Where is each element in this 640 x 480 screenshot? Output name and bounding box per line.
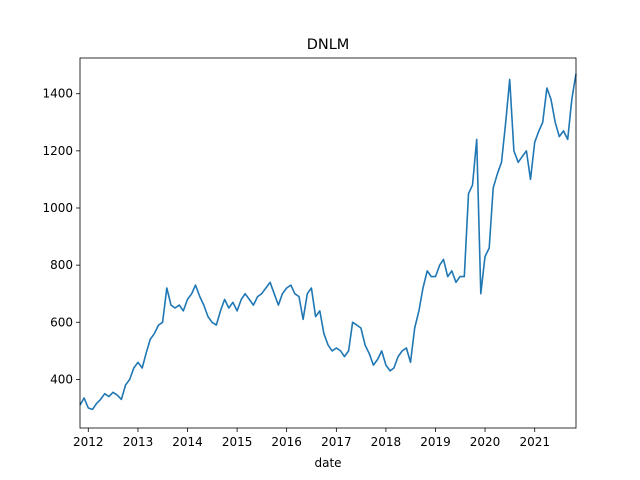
- y-tick-label: 400: [50, 372, 73, 386]
- x-tick-label: 2013: [123, 435, 154, 449]
- y-tick-label: 1000: [42, 201, 73, 215]
- y-tick-label: 1400: [42, 87, 73, 101]
- plot-frame: [79, 57, 577, 429]
- x-tick-label: 2019: [420, 435, 451, 449]
- x-tick-label: 2021: [519, 435, 550, 449]
- x-tick-label: 2014: [172, 435, 203, 449]
- plot-area: [79, 57, 577, 429]
- plot-background: [80, 58, 576, 428]
- x-tick-label: 2017: [321, 435, 352, 449]
- series-line: [79, 73, 577, 411]
- x-tick-label: 2015: [222, 435, 253, 449]
- x-tick-label: 2016: [271, 435, 302, 449]
- x-axis-label: date: [314, 456, 341, 470]
- x-tick-label: 2018: [371, 435, 402, 449]
- x-tick-label: 2012: [73, 435, 104, 449]
- x-axis: 2012 2013 2014 2015 2016 2017 2018 2019 2020 2021: [73, 428, 550, 449]
- chart-title: DNLM: [307, 37, 350, 53]
- y-tick-label: 600: [50, 315, 73, 329]
- y-tick-label: 1200: [42, 144, 73, 158]
- x-tick-label: 2020: [470, 435, 501, 449]
- y-tick-label: 800: [50, 258, 73, 272]
- y-axis: 400 600 800 1000 1200 1400: [42, 87, 80, 386]
